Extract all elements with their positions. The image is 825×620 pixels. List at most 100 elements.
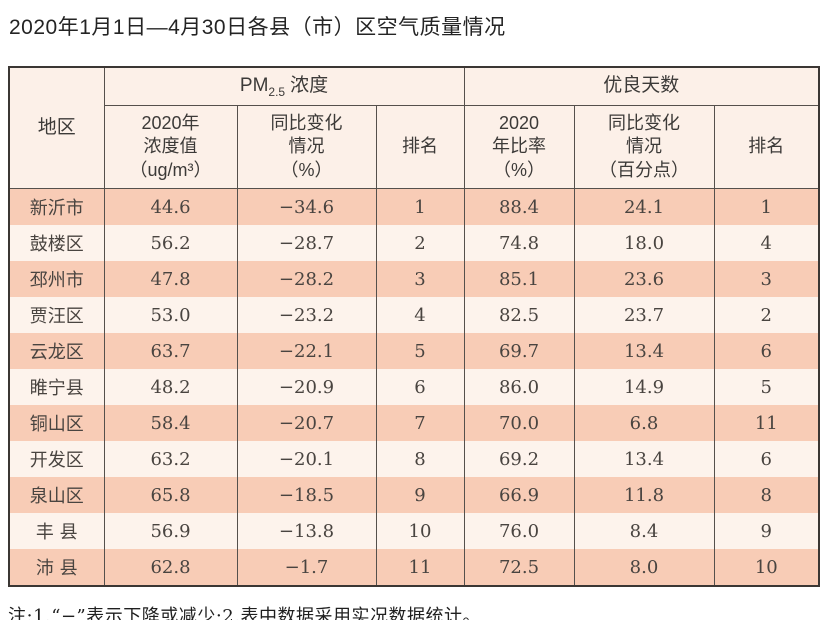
cell-region: 新沂市 [8, 188, 105, 225]
cell-pm-change: −20.9 [236, 369, 377, 405]
sub-header-row: 2020年 浓度值 （ug/m³） 同比变化 情况 （%） 排名 2020 年比… [9, 105, 820, 189]
table-row: 开发区 63.2 −20.1 8 69.2 13.4 6 [8, 441, 820, 477]
cell-days-ratio: 69.2 [463, 441, 575, 477]
cell-days-rank: 4 [713, 225, 820, 261]
cell-pm-change: −20.7 [236, 405, 377, 441]
cell-days-change: 8.0 [573, 549, 715, 586]
cell-days-rank: 6 [713, 441, 820, 477]
cell-pm-change: −18.5 [236, 477, 377, 513]
cell-days-ratio: 74.8 [463, 225, 575, 261]
cell-days-ratio: 82.5 [463, 297, 575, 333]
table-row: 丰 县 56.9 −13.8 10 76.0 8.4 9 [8, 513, 820, 549]
cell-days-ratio: 86.0 [463, 369, 575, 405]
cell-pm-change: −28.7 [236, 225, 377, 261]
cell-days-rank: 1 [713, 188, 820, 225]
cell-days-rank: 8 [713, 477, 820, 513]
cell-days-rank: 5 [713, 369, 820, 405]
cell-pm-value: 65.8 [103, 477, 238, 513]
header-pm-change: 同比变化 情况 （%） [236, 105, 377, 189]
cell-pm-change: −23.2 [236, 297, 377, 333]
cell-days-change: 11.8 [573, 477, 715, 513]
cell-pm-change: −20.1 [236, 441, 377, 477]
header-days-ratio: 2020 年比率 （%） [463, 105, 575, 189]
cell-days-rank: 6 [713, 333, 820, 369]
cell-days-rank: 9 [713, 513, 820, 549]
cell-days-rank: 10 [713, 549, 820, 586]
cell-days-change: 6.8 [573, 405, 715, 441]
cell-pm-value: 58.4 [103, 405, 238, 441]
cell-days-rank: 2 [713, 297, 820, 333]
cell-days-change: 13.4 [573, 333, 715, 369]
cell-pm-change: −22.1 [236, 333, 377, 369]
cell-region: 沛 县 [8, 549, 105, 586]
cell-pm-rank: 6 [375, 369, 465, 405]
cell-days-change: 18.0 [573, 225, 715, 261]
header-group-good-days: 优良天数 [463, 66, 820, 106]
group-header-row: 地区 PM2.5 浓度 优良天数 [8, 66, 820, 189]
cell-region: 鼓楼区 [8, 225, 105, 261]
page-title: 2020年1月1日—4月30日各县（市）区空气质量情况 [9, 16, 506, 39]
table-row: 鼓楼区 56.2 −28.7 2 74.8 18.0 4 [8, 225, 820, 261]
table-row: 铜山区 58.4 −20.7 7 70.0 6.8 11 [8, 405, 820, 441]
cell-pm-rank: 3 [375, 261, 465, 297]
cell-pm-rank: 8 [375, 441, 465, 477]
header-pm-rank: 排名 [375, 105, 465, 189]
cell-pm-value: 56.9 [103, 513, 238, 549]
pm-suffix: 浓度 [290, 75, 329, 97]
table-row: 睢宁县 48.2 −20.9 6 86.0 14.9 5 [8, 369, 820, 405]
cell-pm-value: 47.8 [103, 261, 238, 297]
pm-label: PM [239, 75, 269, 97]
cell-days-rank: 11 [713, 405, 820, 441]
table-row: 泉山区 65.8 −18.5 9 66.9 11.8 8 [8, 477, 820, 513]
table-row: 邳州市 47.8 −28.2 3 85.1 23.6 3 [8, 261, 820, 297]
cell-pm-value: 56.2 [103, 225, 238, 261]
table-row: 新沂市 44.6 −34.6 1 88.4 24.1 1 [8, 188, 820, 225]
cell-days-ratio: 72.5 [463, 549, 575, 586]
cell-days-change: 24.1 [573, 188, 715, 225]
table-row: 云龙区 63.7 −22.1 5 69.7 13.4 6 [8, 333, 820, 369]
cell-days-ratio: 88.4 [463, 188, 575, 225]
cell-days-change: 8.4 [573, 513, 715, 549]
cell-days-change: 13.4 [573, 441, 715, 477]
air-quality-table: 地区 PM2.5 浓度 优良天数 2020年 浓度值 （ug/m³） 同比变化 情… [8, 66, 821, 587]
header-days-rank: 排名 [713, 105, 820, 189]
cell-pm-rank: 4 [375, 297, 465, 333]
cell-days-ratio: 66.9 [463, 477, 575, 513]
cell-pm-value: 48.2 [103, 369, 238, 405]
cell-pm-rank: 11 [375, 549, 465, 586]
cell-region: 铜山区 [8, 405, 105, 441]
cell-region: 睢宁县 [8, 369, 105, 405]
cell-days-change: 23.6 [573, 261, 715, 297]
cell-pm-value: 63.7 [103, 333, 238, 369]
cell-region: 云龙区 [8, 333, 105, 369]
cell-pm-value: 62.8 [103, 549, 238, 586]
cell-pm-rank: 2 [375, 225, 465, 261]
cell-days-ratio: 70.0 [463, 405, 575, 441]
table-row: 沛 县 62.8 −1.7 11 72.5 8.0 10 [8, 549, 820, 586]
table-header: 地区 PM2.5 浓度 优良天数 2020年 浓度值 （ug/m³） 同比变化 情… [8, 66, 820, 189]
cell-pm-change: −34.6 [236, 188, 377, 225]
cell-days-ratio: 85.1 [463, 261, 575, 297]
cell-region: 贾汪区 [8, 297, 105, 333]
cell-region: 丰 县 [8, 513, 105, 549]
table-row: 贾汪区 53.0 −23.2 4 82.5 23.7 2 [8, 297, 820, 333]
table-body: 新沂市 44.6 −34.6 1 88.4 24.1 1 鼓楼区 56.2 −28.7 2 74.8 1… [8, 188, 820, 586]
cell-days-change: 23.7 [573, 297, 715, 333]
pm-subscript: 2.5 [268, 85, 286, 100]
footnote: 注:1.“−”表示下降或减少;2.表中数据采用实况数据统计。 [8, 606, 481, 620]
cell-pm-rank: 10 [375, 513, 465, 549]
cell-pm-rank: 5 [375, 333, 465, 369]
cell-pm-rank: 7 [375, 405, 465, 441]
cell-days-ratio: 69.7 [463, 333, 575, 369]
cell-days-ratio: 76.0 [463, 513, 575, 549]
cell-days-change: 14.9 [573, 369, 715, 405]
cell-pm-change: −13.8 [236, 513, 377, 549]
cell-pm-rank: 1 [375, 188, 465, 225]
header-pm-value: 2020年 浓度值 （ug/m³） [103, 105, 238, 189]
cell-region: 邳州市 [8, 261, 105, 297]
cell-pm-change: −1.7 [236, 549, 377, 586]
header-region: 地区 [8, 66, 105, 189]
cell-region: 泉山区 [8, 477, 105, 513]
cell-pm-value: 44.6 [103, 188, 238, 225]
cell-pm-value: 53.0 [103, 297, 238, 333]
